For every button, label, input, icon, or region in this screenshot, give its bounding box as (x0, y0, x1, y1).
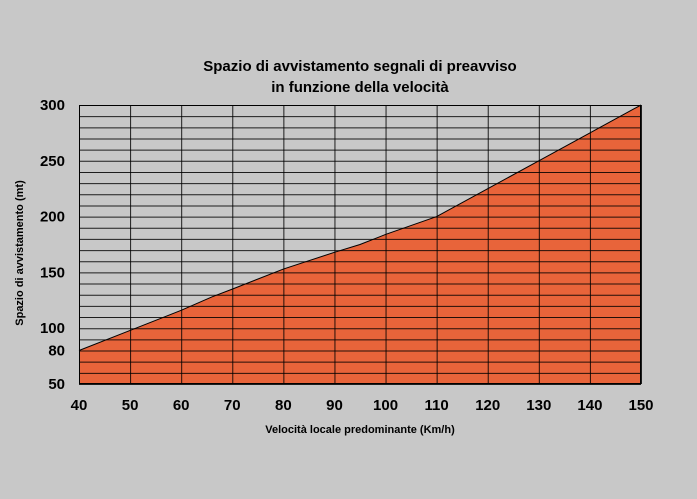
y-axis-label: Spazio di avvistamento (mt) (14, 180, 26, 326)
x-tick-labels: 40 50 60 70 80 90 100 110 120 130 140 150 (71, 397, 654, 414)
x-tick-label: 100 (373, 397, 398, 414)
chart-title: Spazio di avvistamento segnali di preavv… (79, 56, 641, 98)
x-tick-label: 140 (577, 397, 602, 414)
line-layer (78, 104, 642, 351)
y-tick-labels: 50 80 100 150 200 250 300 (40, 97, 65, 393)
x-tick-label: 90 (326, 397, 343, 414)
x-tick-label: 130 (526, 397, 551, 414)
x-axis-label: Velocità locale predominante (Km/h) (265, 424, 455, 436)
x-tick-label: 110 (425, 397, 449, 414)
x-tick-label: 60 (173, 397, 190, 414)
chart-title-line-1: Spazio di avvistamento segnali di preavv… (203, 58, 517, 75)
y-tick-label: 100 (40, 320, 65, 337)
grid-layer (79, 105, 642, 385)
chart-title-line-2: in funzione della velocità (271, 79, 449, 96)
series-line (78, 104, 642, 351)
y-tick-label: 50 (48, 376, 65, 393)
plot-border (79, 105, 641, 384)
x-tick-label: 50 (122, 397, 139, 414)
x-tick-label: 40 (71, 397, 88, 414)
y-tick-label: 80 (48, 343, 65, 360)
x-tick-label: 150 (628, 397, 653, 414)
x-tick-label: 120 (475, 397, 500, 414)
x-tick-label: 70 (224, 397, 241, 414)
y-tick-label: 150 (40, 264, 65, 281)
y-tick-label: 250 (40, 153, 65, 170)
y-tick-label: 300 (40, 97, 65, 114)
x-tick-label: 80 (275, 397, 292, 414)
y-tick-label: 200 (40, 209, 65, 226)
